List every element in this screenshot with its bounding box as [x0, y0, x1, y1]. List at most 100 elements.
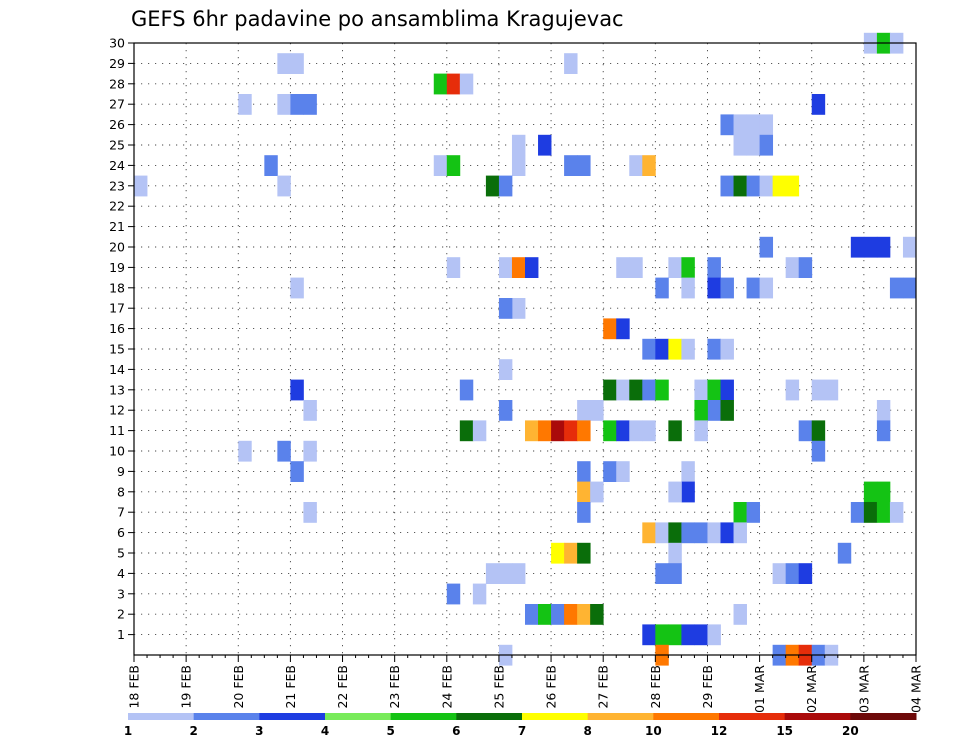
- precip-cell: [603, 318, 617, 340]
- precip-cell: [577, 400, 591, 421]
- precip-cell: [707, 277, 721, 299]
- x-tick-label: 29 FEB: [700, 665, 715, 709]
- precip-cell: [616, 461, 630, 482]
- precip-cell: [681, 257, 695, 278]
- legend-label: 15: [776, 724, 793, 738]
- precip-cell: [681, 338, 695, 360]
- y-tick-label: 22: [109, 199, 125, 214]
- precip-cell: [668, 542, 682, 564]
- y-tick-label: 9: [117, 464, 125, 479]
- precip-cell: [759, 134, 774, 156]
- precip-cell: [498, 175, 513, 197]
- x-tick-label: 26 FEB: [544, 665, 559, 709]
- x-tick-label: 27 FEB: [596, 665, 611, 709]
- precip-cell: [616, 379, 630, 401]
- x-tick-label: 22 FEB: [335, 665, 350, 709]
- precip-cell: [538, 420, 552, 442]
- precip-cell: [498, 400, 513, 421]
- precip-cell: [759, 236, 774, 258]
- precip-cell: [577, 420, 591, 442]
- precip-cell: [733, 175, 747, 197]
- precip-cell: [564, 155, 578, 176]
- precip-cell: [629, 379, 643, 401]
- precip-cell: [798, 563, 813, 584]
- precip-cell: [733, 134, 747, 156]
- precip-cell: [772, 563, 787, 584]
- precip-cell: [577, 461, 591, 482]
- precip-cell: [811, 420, 826, 442]
- precip-cell: [707, 257, 721, 278]
- precip-cell: [655, 563, 669, 584]
- precip-cell: [733, 522, 747, 544]
- precip-cell: [277, 94, 291, 115]
- precip-cell: [277, 175, 291, 197]
- x-tick-label: 24 FEB: [439, 665, 454, 709]
- precip-cell: [902, 277, 917, 299]
- precip-cell: [707, 400, 721, 421]
- precip-cell: [590, 481, 604, 503]
- precip-cell: [603, 379, 617, 401]
- precip-cell: [603, 461, 617, 482]
- precip-cell: [720, 400, 734, 421]
- precip-cell: [694, 522, 708, 544]
- precip-cell: [511, 134, 526, 156]
- precip-cell: [238, 440, 252, 462]
- precip-cell: [876, 236, 891, 258]
- y-tick-label: 25: [109, 138, 125, 153]
- precip-cell: [876, 481, 891, 503]
- x-tick-label: 01 MAR: [752, 665, 767, 713]
- precip-cell: [551, 604, 565, 625]
- x-tick-label: 21 FEB: [283, 665, 298, 709]
- precip-cell: [876, 502, 891, 523]
- precip-cell: [564, 53, 578, 74]
- legend-swatch: [850, 713, 917, 720]
- precip-cell: [564, 542, 578, 564]
- legend-swatch: [456, 713, 523, 720]
- precip-cell: [720, 114, 734, 136]
- legend-label: 5: [386, 724, 394, 738]
- chart-title: GEFS 6hr padavine po ansamblima Kragujev…: [131, 7, 624, 31]
- precip-cell: [264, 155, 278, 176]
- x-tick-label: 20 FEB: [231, 665, 246, 709]
- precip-cell: [655, 338, 669, 360]
- precip-cell: [707, 338, 721, 360]
- y-tick-label: 20: [109, 240, 125, 255]
- precip-cell: [290, 53, 304, 74]
- precip-cell: [850, 236, 865, 258]
- precip-cell: [824, 379, 839, 401]
- legend-swatch: [784, 713, 851, 720]
- precip-cell: [303, 94, 317, 115]
- y-tick-label: 30: [109, 36, 125, 51]
- precip-cell: [798, 257, 813, 278]
- y-tick-label: 23: [109, 178, 125, 193]
- precip-cell: [798, 420, 813, 442]
- precip-cell: [564, 604, 578, 625]
- y-tick-label: 26: [109, 117, 125, 132]
- precip-cell: [642, 522, 656, 544]
- precip-cell: [668, 522, 682, 544]
- precip-cell: [590, 400, 604, 421]
- legend-label: 8: [583, 724, 591, 738]
- precip-cell: [746, 114, 760, 136]
- precip-cell: [772, 175, 787, 197]
- precip-cell: [525, 604, 539, 625]
- y-axis-ticks: 1234567891011121314151617181920212223242…: [109, 36, 134, 642]
- precip-cell: [694, 379, 708, 401]
- legend-swatch: [128, 713, 195, 720]
- precip-cell: [459, 420, 474, 442]
- precip-cell: [785, 175, 800, 197]
- precip-cell: [498, 298, 513, 319]
- precip-cell: [577, 502, 591, 523]
- precip-cell: [498, 359, 513, 380]
- precip-cell: [720, 522, 734, 544]
- precip-cell: [694, 420, 708, 442]
- precip-cell: [459, 379, 474, 401]
- legend-label: 7: [518, 724, 526, 738]
- x-tick-label: 19 FEB: [179, 665, 194, 709]
- precip-cell: [290, 461, 304, 482]
- precip-cell: [472, 420, 487, 442]
- precip-cell: [564, 420, 578, 442]
- precip-cell: [681, 277, 695, 299]
- y-tick-label: 18: [109, 280, 125, 295]
- precip-cell: [642, 624, 656, 646]
